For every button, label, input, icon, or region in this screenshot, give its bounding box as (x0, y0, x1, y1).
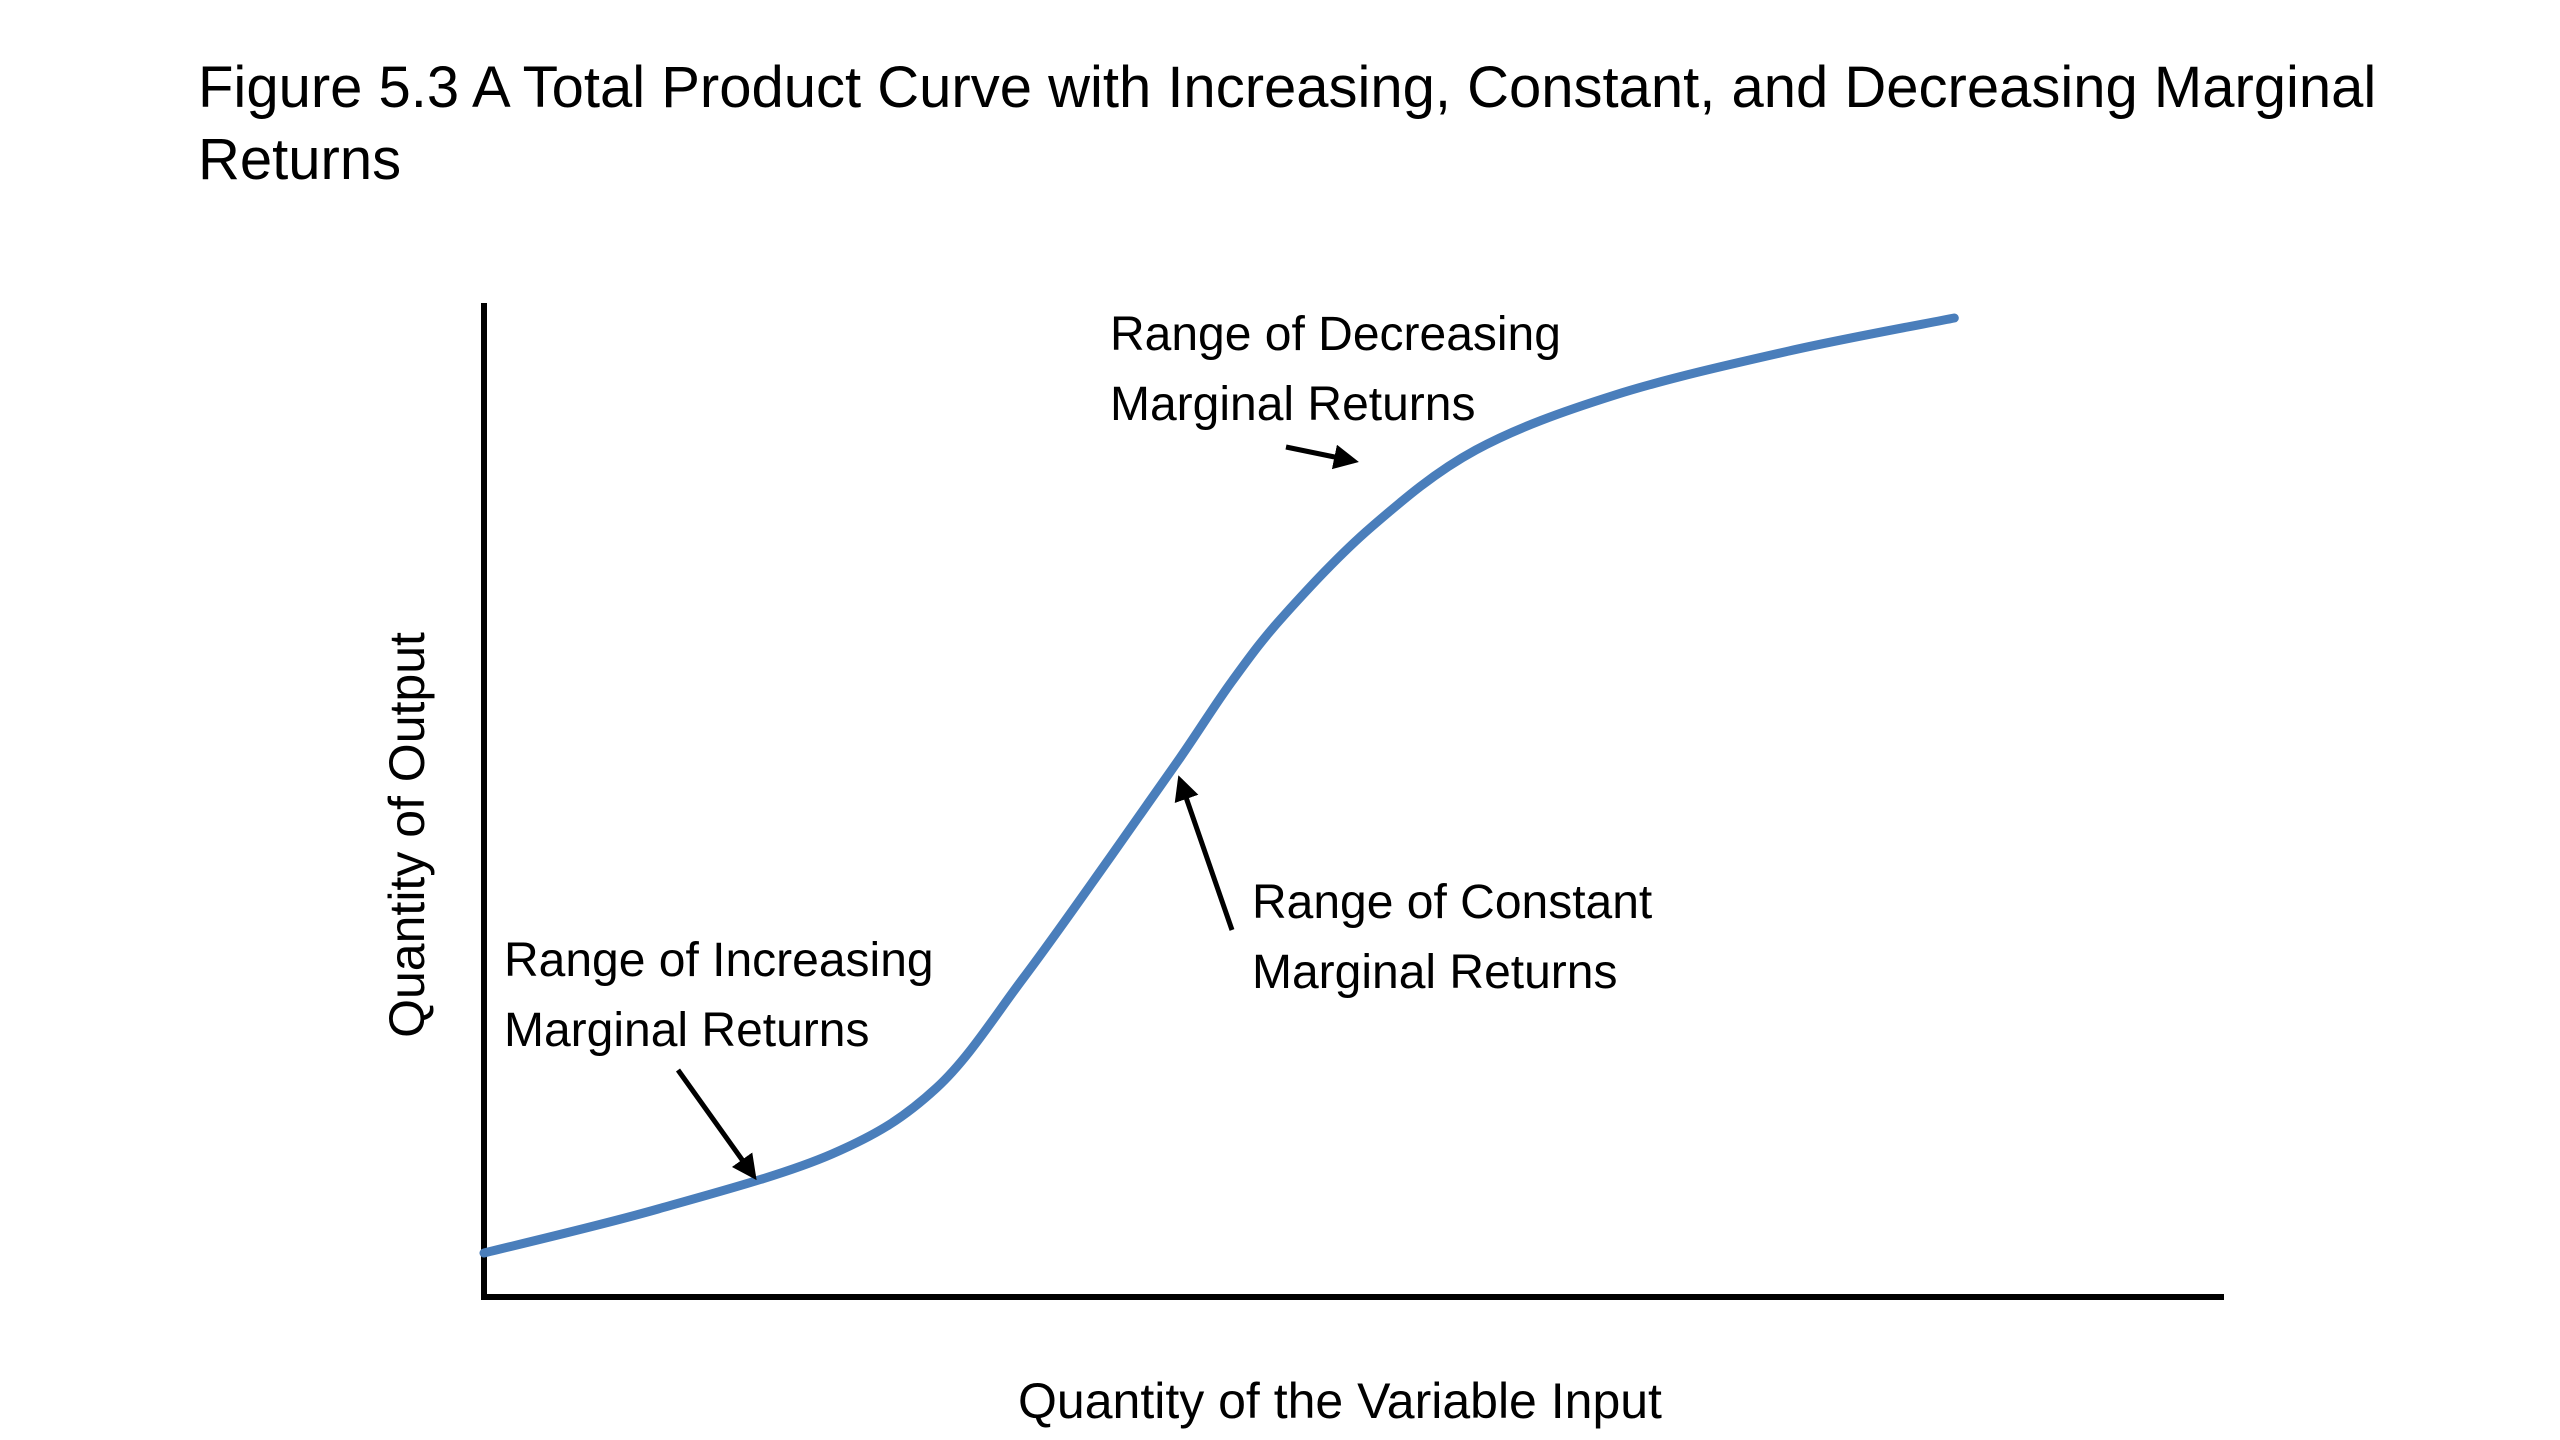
figure-title: Figure 5.3 A Total Product Curve with In… (198, 55, 2377, 192)
arrow-increasing (675, 1068, 757, 1181)
annotation-decreasing: Range of Decreasing Marginal Returns (1110, 308, 1561, 470)
arrow-decreasing (1285, 444, 1359, 470)
arrow-constant (1174, 775, 1235, 931)
y-axis-label: Quantity of Output (379, 632, 435, 1038)
annotation-increasing: Range of Increasing Marginal Returns (504, 934, 934, 1181)
x-axis-label: Quantity of the Variable Input (1018, 1373, 1662, 1429)
annotation-constant: Range of Constant Marginal Returns (1174, 775, 1652, 999)
annotation-constant-line2: Marginal Returns (1252, 946, 1617, 999)
annotation-increasing-line1: Range of Increasing (504, 934, 934, 987)
annotations: Range of Increasing Marginal Returns Ran… (504, 308, 1652, 1181)
annotation-constant-line1: Range of Constant (1252, 876, 1652, 929)
annotation-decreasing-line2: Marginal Returns (1110, 378, 1475, 431)
total-product-curve (479, 313, 1959, 1258)
annotation-increasing-line2: Marginal Returns (504, 1004, 869, 1057)
axes (481, 303, 2224, 1300)
annotation-decreasing-line1: Range of Decreasing (1110, 308, 1561, 361)
